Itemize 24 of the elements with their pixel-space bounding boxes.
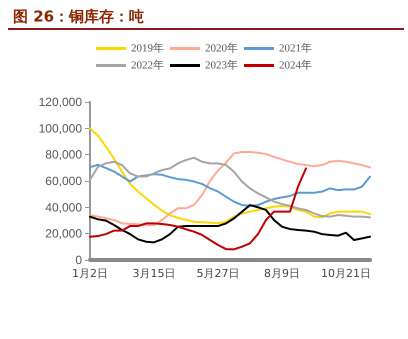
x-tick-label: 5月27日	[196, 267, 240, 280]
y-tick-label: 100,000	[38, 121, 82, 136]
legend-label: 2019年	[131, 42, 164, 54]
y-tick-label: 40,000	[45, 200, 82, 214]
y-tick-label: 80,000	[45, 148, 82, 162]
chart-title: 图 26：铜库存：吨	[13, 8, 144, 26]
legend-label: 2024年	[279, 60, 312, 72]
x-tick-label: 1月2日	[72, 267, 108, 280]
x-tick-label: 8月9日	[264, 267, 300, 280]
legend-label: 2023年	[205, 60, 238, 72]
y-tick-label: 120,000	[38, 95, 82, 109]
line-series	[89, 151, 371, 226]
legend-label: 2020年	[205, 42, 238, 54]
legend-label: 2022年	[131, 60, 164, 72]
y-tick-label: 60,000	[45, 174, 82, 188]
line-series	[89, 164, 371, 207]
line-series	[89, 167, 307, 250]
line-series	[89, 127, 371, 224]
x-tick-label: 10月21日	[321, 267, 371, 280]
line-series	[89, 204, 371, 244]
y-tick-label: 20,000	[45, 226, 82, 241]
x-tick-label: 3月15日	[132, 267, 176, 280]
y-tick-label: 0	[75, 253, 82, 267]
legend-label: 2021年	[279, 42, 312, 54]
